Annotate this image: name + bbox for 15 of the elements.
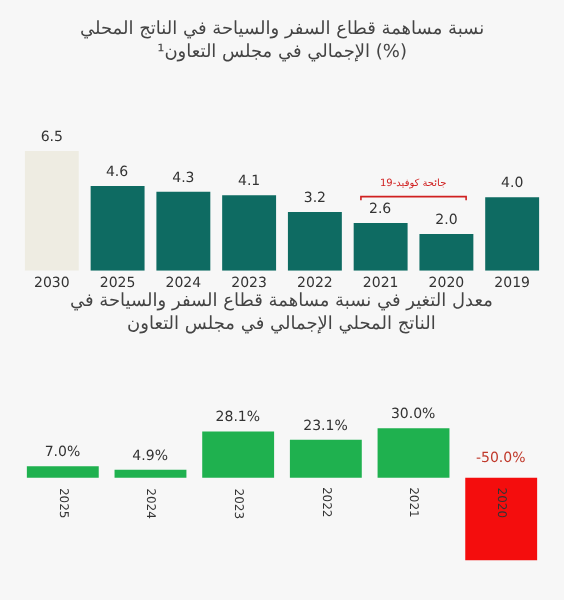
bar bbox=[289, 439, 362, 478]
bar bbox=[465, 477, 538, 561]
bar bbox=[485, 197, 540, 271]
chart-title: نسبة مساهمة قطاع السفر والسياحة في الناتج المحلي الإجمالي في مجلس التعاون¹ (%) bbox=[80, 20, 485, 64]
bar bbox=[202, 431, 275, 478]
bar bbox=[26, 466, 99, 478]
bar bbox=[353, 222, 408, 271]
bar bbox=[377, 428, 450, 478]
bar bbox=[287, 211, 342, 271]
bar bbox=[222, 195, 277, 271]
chart-title: معدل التغير في نسبة مساهمة قطاع السفر والسياحة في الناتج المحلي الإجمالي في مجلس التعاون bbox=[70, 292, 494, 336]
bar bbox=[419, 233, 474, 271]
bar bbox=[90, 186, 145, 271]
bar bbox=[156, 191, 211, 271]
bar bbox=[114, 469, 187, 478]
